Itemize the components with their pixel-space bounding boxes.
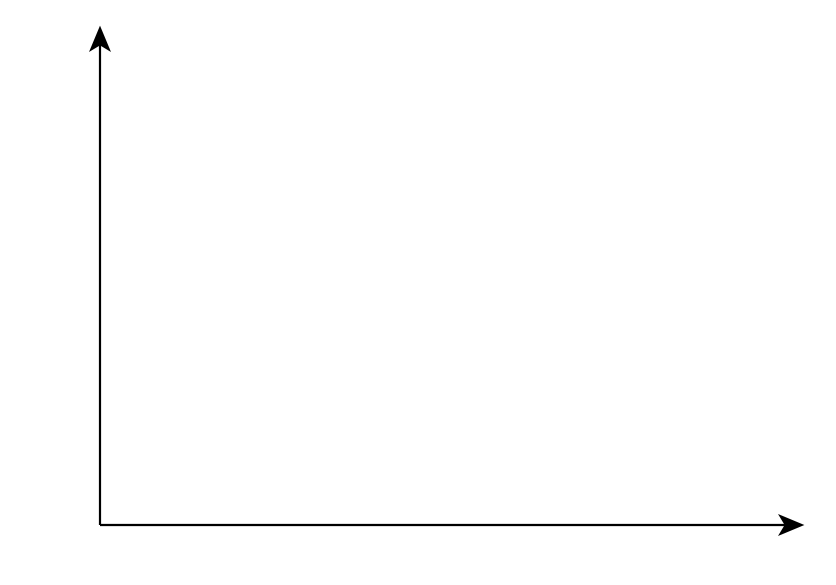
transistor-load-line-chart bbox=[0, 0, 836, 585]
